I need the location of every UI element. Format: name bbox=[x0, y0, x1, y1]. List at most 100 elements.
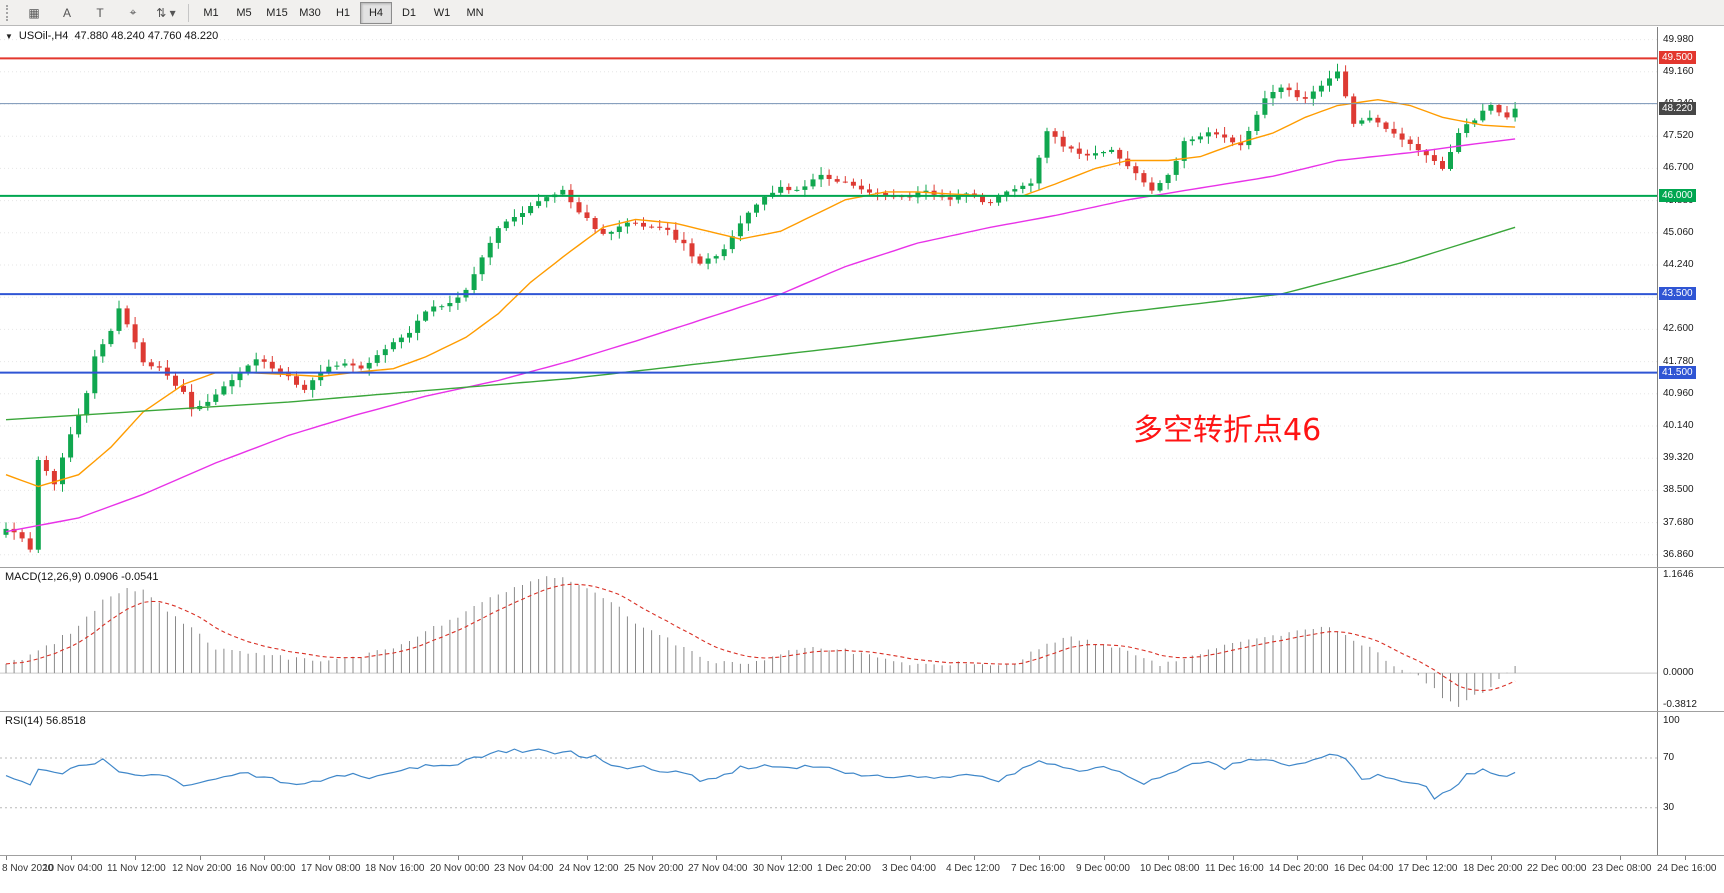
time-axis-tick bbox=[716, 856, 717, 860]
rsi-label: RSI(14) 56.8518 bbox=[5, 715, 86, 727]
timeframe-button-w1[interactable]: W1 bbox=[433, 6, 451, 19]
price-level-badge: 49.500 bbox=[1659, 51, 1696, 64]
price-tick-label: 47.520 bbox=[1663, 130, 1694, 141]
price-tick-label: 37.680 bbox=[1663, 517, 1694, 528]
macd-tick-label: -0.3812 bbox=[1663, 699, 1697, 710]
time-axis-label: 3 Dec 04:00 bbox=[882, 863, 936, 874]
time-axis-label: 14 Dec 20:00 bbox=[1269, 863, 1329, 874]
time-axis-label: 20 Nov 00:00 bbox=[430, 863, 490, 874]
time-axis-label: 24 Nov 12:00 bbox=[559, 863, 619, 874]
time-axis-label: 23 Dec 08:00 bbox=[1592, 863, 1652, 874]
rsi-chart[interactable]: RSI(14) 56.8518 bbox=[0, 712, 1657, 855]
time-axis-tick bbox=[458, 856, 459, 860]
crosshair-tool[interactable]: ⌖ bbox=[129, 5, 137, 19]
time-axis-tick bbox=[71, 856, 72, 860]
time-axis-tick bbox=[1426, 856, 1427, 860]
time-axis-tick bbox=[1168, 856, 1169, 860]
collapse-arrow-icon[interactable]: ▼ bbox=[5, 31, 13, 41]
timeframe-button-d1[interactable]: D1 bbox=[401, 6, 417, 19]
time-axis-tick bbox=[652, 856, 653, 860]
tool-buttons-group: ▦ A T ⌖ ⇅ ▾ bbox=[18, 2, 182, 24]
rsi-axis[interactable]: 100 70 30 bbox=[1657, 712, 1724, 855]
price-tick-label: 40.140 bbox=[1663, 420, 1694, 431]
price-tick-label: 41.780 bbox=[1663, 356, 1694, 367]
price-tick-label: 49.980 bbox=[1663, 34, 1694, 45]
charts-grid-icon[interactable]: ▦ bbox=[28, 5, 40, 20]
time-axis-tick bbox=[1555, 856, 1556, 860]
indicators-dropdown[interactable]: ⇅ ▾ bbox=[156, 5, 176, 20]
toolbar-separator bbox=[188, 3, 189, 22]
panel-splitter[interactable] bbox=[0, 855, 1724, 856]
time-axis-label: 11 Nov 12:00 bbox=[107, 863, 166, 874]
time-axis-tick bbox=[522, 856, 523, 860]
panel-splitter[interactable] bbox=[0, 567, 1724, 568]
price-tick-label: 45.060 bbox=[1663, 227, 1694, 238]
time-axis-tick bbox=[1620, 856, 1621, 860]
time-axis-label: 11 Dec 16:00 bbox=[1205, 863, 1264, 874]
timeframe-button-m5[interactable]: M5 bbox=[236, 6, 252, 19]
time-axis-tick bbox=[974, 856, 975, 860]
time-axis-tick bbox=[135, 856, 136, 860]
toolbar: ▦ A T ⌖ ⇅ ▾ M1 M5 M15 M30 H1 H4 D1 W1 MN bbox=[0, 0, 1724, 26]
time-axis-tick bbox=[200, 856, 201, 860]
time-axis-label: 7 Dec 16:00 bbox=[1011, 863, 1065, 874]
macd-axis[interactable]: 1.1646 0.0000 -0.3812 bbox=[1657, 568, 1724, 711]
time-axis-tick bbox=[1362, 856, 1363, 860]
price-level-badge: 43.500 bbox=[1659, 287, 1696, 300]
price-tick-label: 36.860 bbox=[1663, 549, 1694, 560]
time-axis-label: 17 Nov 08:00 bbox=[301, 863, 361, 874]
candles-canvas bbox=[0, 39, 1657, 556]
main-chart-panel: ▼ USOil-,H4 47.880 48.240 47.760 48.220 … bbox=[0, 27, 1724, 567]
price-tick-label: 39.320 bbox=[1663, 452, 1694, 463]
rsi-canvas bbox=[0, 748, 1657, 809]
time-axis-tick bbox=[6, 856, 7, 860]
time-axis-tick bbox=[264, 856, 265, 860]
time-axis-tick bbox=[1233, 856, 1234, 860]
macd-chart[interactable]: MACD(12,26,9) 0.0906 -0.0541 bbox=[0, 568, 1657, 711]
price-tick-label: 42.600 bbox=[1663, 323, 1694, 334]
price-axis[interactable]: 49.98049.16048.34047.52046.70045.88045.0… bbox=[1657, 27, 1724, 567]
ohlc-values: 47.880 48.240 47.760 48.220 bbox=[74, 30, 219, 42]
time-axis-label: 24 Dec 16:00 bbox=[1657, 863, 1717, 874]
time-axis-label: 22 Dec 00:00 bbox=[1527, 863, 1587, 874]
time-axis-tick bbox=[781, 856, 782, 860]
time-axis-tick bbox=[393, 856, 394, 860]
price-tick-label: 46.700 bbox=[1663, 162, 1694, 173]
time-axis-tick bbox=[1491, 856, 1492, 860]
text-tool[interactable]: T bbox=[96, 5, 104, 20]
rsi-tick-label: 100 bbox=[1663, 715, 1680, 726]
timeframe-button-h4[interactable]: H4 bbox=[360, 1, 392, 24]
time-axis-tick bbox=[1039, 856, 1040, 860]
timeframe-button-h1[interactable]: H1 bbox=[335, 6, 351, 19]
time-axis-tick bbox=[1104, 856, 1105, 860]
panel-splitter[interactable] bbox=[0, 711, 1724, 712]
timeframe-button-m1[interactable]: M1 bbox=[203, 6, 219, 19]
time-axis-label: 4 Dec 12:00 bbox=[946, 863, 1000, 874]
timeframe-button-mn[interactable]: MN bbox=[466, 6, 484, 19]
time-axis-label: 8 Nov 2020 bbox=[2, 863, 54, 874]
letter-a-tool[interactable]: A bbox=[62, 5, 71, 20]
timeframe-buttons-group: M1 M5 M15 M30 H1 H4 D1 W1 MN bbox=[195, 1, 491, 24]
macd-tick-label: 0.0000 bbox=[1663, 667, 1694, 678]
time-axis-tick bbox=[1297, 856, 1298, 860]
candlestick-chart[interactable]: ▼ USOil-,H4 47.880 48.240 47.760 48.220 … bbox=[0, 27, 1657, 567]
symbol-ohlc-label[interactable]: ▼ USOil-,H4 47.880 48.240 47.760 48.220 bbox=[5, 30, 218, 42]
macd-label: MACD(12,26,9) 0.0906 -0.0541 bbox=[5, 571, 159, 583]
macd-tick-label: 1.1646 bbox=[1663, 569, 1694, 580]
chart-annotation-text[interactable]: 多空转折点46 bbox=[1133, 413, 1322, 448]
timeframe-button-m30[interactable]: M30 bbox=[299, 6, 321, 19]
time-axis-tick bbox=[1685, 856, 1686, 860]
rsi-tick-label: 70 bbox=[1663, 752, 1675, 763]
time-axis[interactable]: 8 Nov 2020 10 Nov 04:00 11 Nov 12:00 12 Nov… bbox=[0, 856, 1724, 893]
time-axis-label: 25 Nov 20:00 bbox=[624, 863, 684, 874]
time-axis-tick bbox=[845, 856, 846, 860]
timeframe-button-m15[interactable]: M15 bbox=[266, 6, 288, 19]
price-tick-label: 44.240 bbox=[1663, 259, 1694, 270]
macd-panel: MACD(12,26,9) 0.0906 -0.0541 1.1646 0.000… bbox=[0, 568, 1724, 711]
chart-area: ▼ USOil-,H4 47.880 48.240 47.760 48.220 … bbox=[0, 27, 1724, 893]
price-tick-label: 49.160 bbox=[1663, 66, 1694, 77]
toolbar-drag-handle[interactable] bbox=[6, 4, 11, 21]
time-axis-tick bbox=[587, 856, 588, 860]
price-level-badge: 46.000 bbox=[1659, 189, 1696, 202]
price-tick-label: 38.500 bbox=[1663, 484, 1694, 495]
